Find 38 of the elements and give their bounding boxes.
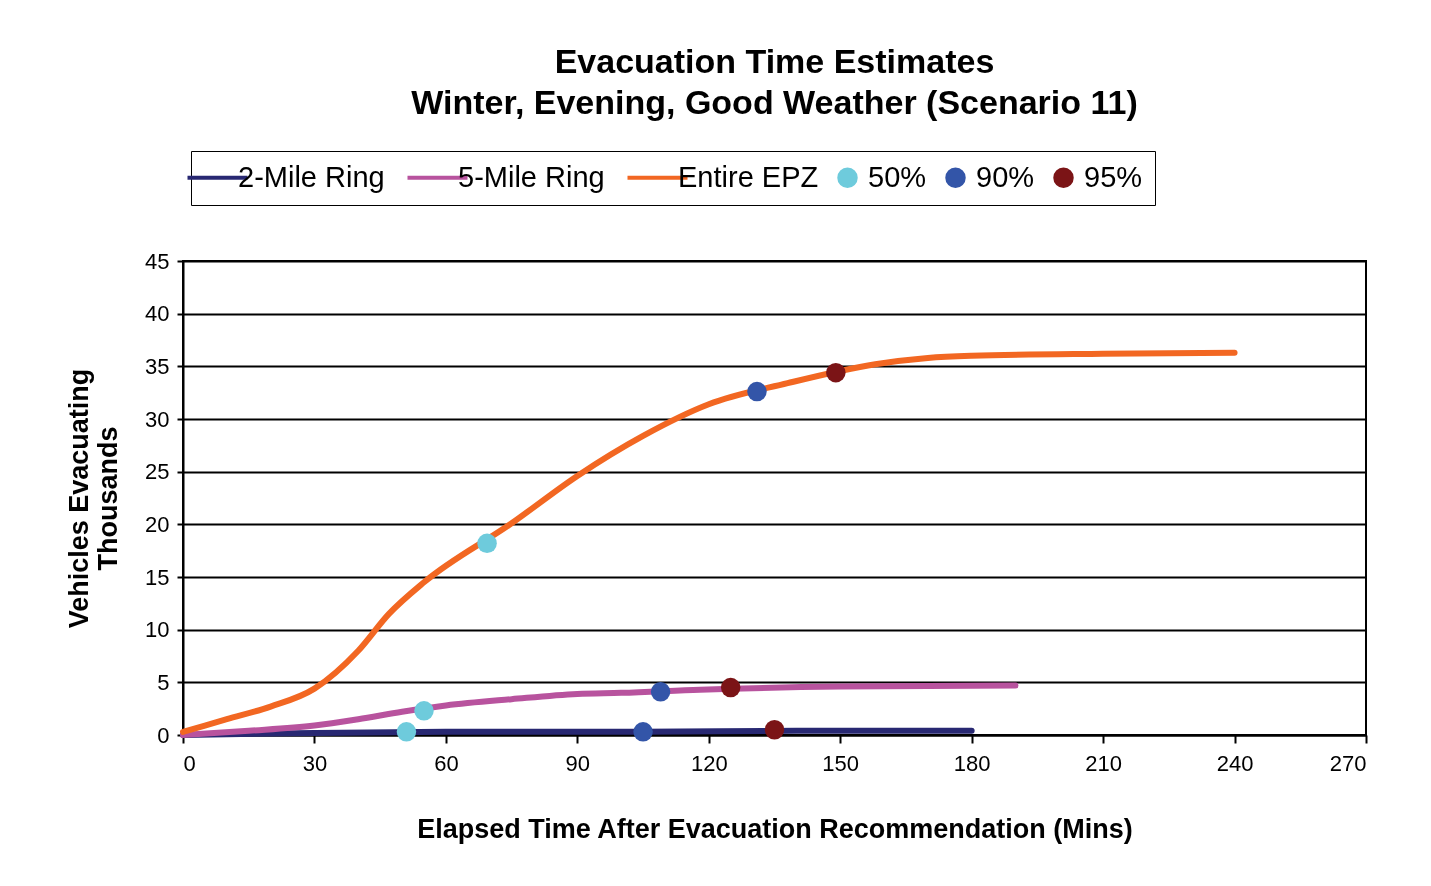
x-tick-label: 240 [1216, 750, 1254, 776]
y-tick-label: 0 [157, 722, 170, 748]
x-axis-title: Elapsed Time After Evacuation Recommendation (Mins) [417, 813, 1133, 844]
point [633, 722, 653, 742]
x-tick-label: 60 [434, 750, 459, 776]
y-tick-label: 45 [145, 248, 170, 274]
point [477, 533, 497, 554]
point [747, 381, 767, 402]
legend-label: Entire EPZ [678, 160, 819, 193]
legend-label: 5-Mile Ring [458, 160, 605, 193]
y-tick-label: 20 [145, 511, 170, 537]
x-tick-label: 270 [1329, 750, 1367, 776]
legend-label: 50% [868, 160, 927, 193]
x-tick-label: 0 [183, 750, 196, 776]
y-tick-label: 35 [145, 353, 170, 379]
y-tick-label: 15 [145, 564, 170, 590]
point [414, 701, 434, 721]
y-axis-title: Vehicles Evacuating Thousands [64, 368, 124, 629]
y-tick-label: 30 [145, 406, 170, 432]
y-tick-label: 10 [145, 617, 170, 643]
legend-label: 95% [1084, 160, 1143, 193]
x-tick-label: 150 [822, 750, 860, 776]
point [396, 722, 417, 742]
x-tick-label: 210 [1085, 750, 1122, 776]
x-tick-label: 120 [690, 750, 728, 776]
point [826, 362, 846, 383]
y-tick-label: 5 [157, 669, 170, 695]
point [720, 677, 741, 698]
x-tick-label: 30 [302, 750, 328, 776]
x-tick-label: 90 [565, 750, 591, 776]
point [764, 720, 785, 740]
legend-label: 2-Mile Ring [238, 160, 385, 193]
y-tick-label: 40 [145, 301, 170, 327]
x-tick-label: 180 [953, 750, 991, 776]
point [650, 682, 671, 702]
chart-title: Evacuation Time Estimates Winter, Evening, Good Weather (Scenario 11) [411, 41, 1138, 121]
y-tick-label: 25 [145, 459, 170, 485]
legend-label: 90% [976, 160, 1035, 193]
